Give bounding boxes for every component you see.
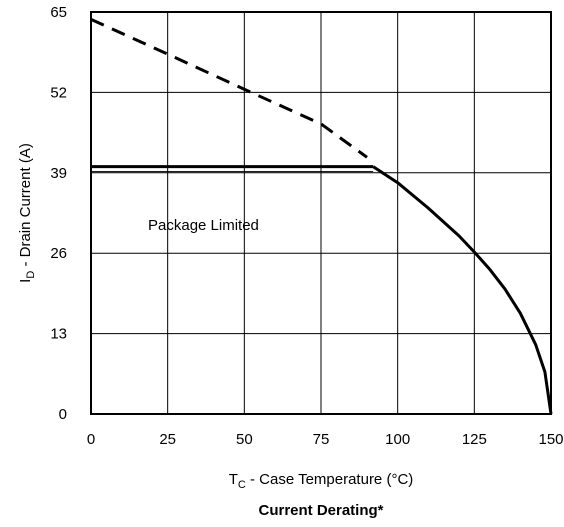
x-tick-labels: 0 25 50 75 100 125 150 bbox=[87, 431, 564, 448]
y-tick-label: 26 bbox=[50, 245, 67, 262]
x-axis-label: TC - Case Temperature (°C) bbox=[229, 471, 414, 491]
y-tick-label: 52 bbox=[50, 84, 67, 101]
y-tick-label: 39 bbox=[50, 165, 67, 182]
y-tick-label: 0 bbox=[59, 406, 67, 423]
y-axis-label-sub: D bbox=[25, 271, 37, 279]
y-axis-label-main: I bbox=[17, 279, 34, 283]
x-axis-label-sub: C bbox=[238, 479, 246, 491]
y-tick-labels: 0 13 26 39 52 65 bbox=[50, 4, 67, 423]
x-tick-label: 100 bbox=[385, 431, 410, 448]
x-tick-label: 50 bbox=[236, 431, 253, 448]
x-axis-label-main: T bbox=[229, 471, 238, 488]
x-tick-label: 0 bbox=[87, 431, 95, 448]
package-limited-annotation: Package Limited bbox=[148, 217, 259, 234]
series-group bbox=[90, 18, 553, 415]
x-tick-label: 75 bbox=[313, 431, 330, 448]
y-tick-label: 13 bbox=[50, 326, 67, 343]
x-tick-label: 125 bbox=[462, 431, 487, 448]
plot-frame bbox=[90, 11, 552, 415]
x-tick-label: 150 bbox=[538, 431, 563, 448]
y-axis-label-rest: - Drain Current (A) bbox=[17, 143, 34, 271]
derating-curve bbox=[372, 165, 553, 415]
dashed-rating-line bbox=[90, 18, 368, 159]
y-tick-label: 65 bbox=[50, 4, 67, 21]
y-axis-label: ID - Drain Current (A) bbox=[17, 143, 37, 283]
x-axis-label-rest: - Case Temperature (°C) bbox=[246, 471, 413, 488]
x-tick-label: 25 bbox=[159, 431, 176, 448]
chart-title: Current Derating* bbox=[258, 502, 383, 519]
grid bbox=[91, 12, 551, 414]
